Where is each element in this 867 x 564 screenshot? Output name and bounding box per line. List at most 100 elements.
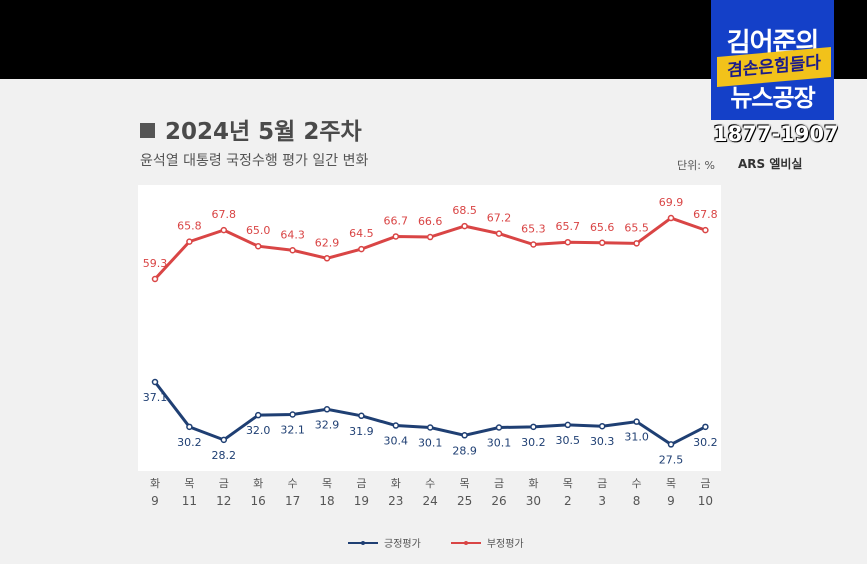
data-label-positive: 30.3 bbox=[590, 435, 615, 448]
data-point-positive bbox=[495, 424, 503, 431]
data-point-positive bbox=[186, 423, 193, 431]
data-label-negative: 62.9 bbox=[315, 236, 340, 249]
data-label-positive: 31.9 bbox=[349, 425, 374, 438]
title-square-icon bbox=[140, 123, 155, 138]
data-point-positive bbox=[667, 441, 675, 448]
x-tick-day: 수 bbox=[632, 477, 642, 490]
x-tick-day: 화 bbox=[528, 477, 538, 490]
data-point-positive bbox=[530, 423, 537, 431]
legend-line-positive-icon bbox=[348, 540, 378, 545]
legend-line-negative-icon bbox=[450, 540, 481, 545]
chart-title: 2024년 5월 2주차 bbox=[140, 112, 362, 146]
data-label-negative: 69.9 bbox=[659, 196, 684, 209]
legend-label-negative: 부정평가 bbox=[486, 539, 524, 550]
data-label-positive: 30.2 bbox=[693, 436, 718, 449]
x-tick-day: 화 bbox=[150, 477, 160, 490]
x-tick-day: 목 bbox=[322, 477, 332, 490]
x-tick-date: 26 bbox=[491, 494, 506, 508]
data-label-negative: 64.5 bbox=[349, 227, 374, 240]
x-tick-day: 금 bbox=[219, 477, 229, 490]
data-point-negative bbox=[254, 242, 262, 250]
x-tick-date: 8 bbox=[633, 494, 641, 508]
x-tick-date: 18 bbox=[319, 494, 334, 508]
data-point-negative bbox=[392, 233, 400, 240]
x-tick-day: 목 bbox=[666, 477, 676, 490]
chart-title-text: 2024년 5월 2주차 bbox=[165, 119, 362, 145]
x-tick-date: 24 bbox=[423, 494, 438, 508]
x-tick-date: 10 bbox=[698, 494, 713, 508]
data-label-positive: 30.2 bbox=[521, 436, 546, 449]
data-label-negative: 67.2 bbox=[487, 212, 512, 225]
x-tick-day: 금 bbox=[356, 477, 366, 490]
data-label-negative: 66.6 bbox=[418, 215, 443, 228]
data-label-negative: 67.8 bbox=[693, 208, 718, 221]
x-tick-day: 수 bbox=[425, 477, 435, 490]
data-point-negative bbox=[633, 240, 640, 247]
data-point-positive bbox=[598, 422, 606, 430]
data-point-negative bbox=[598, 239, 606, 247]
data-point-positive bbox=[426, 424, 434, 431]
x-tick-date: 25 bbox=[457, 494, 472, 508]
data-point-positive bbox=[151, 378, 159, 386]
legend-label-positive: 긍정평가 bbox=[384, 539, 421, 550]
x-tick-date: 12 bbox=[216, 494, 231, 508]
data-point-negative bbox=[461, 222, 468, 230]
x-tick-date: 9 bbox=[667, 494, 675, 508]
x-tick-date: 2 bbox=[564, 494, 572, 508]
data-point-positive bbox=[461, 432, 468, 439]
x-tick-day: 금 bbox=[597, 477, 607, 490]
data-label-negative: 65.5 bbox=[624, 221, 649, 234]
data-point-positive bbox=[564, 421, 572, 429]
x-tick-day: 금 bbox=[494, 477, 504, 490]
x-tick-day: 수 bbox=[288, 477, 298, 490]
data-point-positive bbox=[323, 406, 331, 413]
x-tick-date: 16 bbox=[251, 494, 266, 508]
data-point-positive bbox=[702, 423, 709, 431]
x-tick-day: 목 bbox=[460, 477, 470, 490]
data-label-negative: 59.3 bbox=[143, 257, 168, 270]
data-label-positive: 30.1 bbox=[487, 437, 512, 450]
survey-method-label: ARS 엘비실 bbox=[738, 157, 803, 171]
data-label-positive: 32.9 bbox=[315, 418, 340, 431]
x-tick-date: 19 bbox=[354, 494, 369, 508]
data-point-negative bbox=[495, 230, 503, 237]
logo-line3: 뉴스공장 bbox=[730, 84, 815, 112]
x-tick-day: 목 bbox=[184, 477, 194, 490]
chart-subtitle: 윤석열 대통령 국정수행 평가 일간 변화 bbox=[140, 153, 369, 169]
data-point-negative bbox=[426, 233, 434, 241]
x-tick-day: 목 bbox=[563, 477, 573, 490]
data-label-positive: 30.4 bbox=[384, 435, 409, 448]
data-label-negative: 65.8 bbox=[177, 220, 202, 233]
data-point-positive bbox=[254, 411, 262, 419]
data-label-negative: 67.8 bbox=[212, 208, 237, 221]
data-label-negative: 65.0 bbox=[246, 224, 271, 237]
data-point-negative bbox=[667, 214, 675, 222]
legend-item-positive: 긍정평가 bbox=[348, 535, 421, 550]
data-label-positive: 30.2 bbox=[177, 436, 202, 449]
data-point-negative bbox=[564, 238, 572, 246]
x-tick-day: 금 bbox=[700, 477, 710, 490]
data-point-negative bbox=[220, 226, 228, 234]
data-label-negative: 65.3 bbox=[521, 223, 546, 236]
data-label-positive: 28.9 bbox=[452, 444, 477, 457]
data-point-positive bbox=[289, 411, 296, 418]
data-label-positive: 28.2 bbox=[212, 449, 237, 462]
data-label-negative: 66.7 bbox=[384, 214, 409, 227]
data-label-positive: 30.1 bbox=[418, 437, 443, 450]
x-tick-day: 화 bbox=[391, 477, 401, 490]
x-tick-date: 17 bbox=[285, 494, 300, 508]
x-tick-date: 9 bbox=[151, 494, 159, 508]
phone-number: 1877-1907 bbox=[713, 122, 839, 146]
data-point-negative bbox=[702, 226, 709, 234]
data-label-positive: 27.5 bbox=[659, 453, 684, 466]
x-tick-date: 3 bbox=[598, 494, 606, 508]
data-point-positive bbox=[633, 418, 640, 425]
chart-legend: 긍정평가 부정평가 bbox=[348, 535, 524, 550]
channel-logo: 김어준의 겸손은힘들다 뉴스공장 bbox=[711, 0, 834, 120]
data-point-negative bbox=[289, 247, 296, 254]
data-point-positive bbox=[358, 412, 365, 420]
data-label-negative: 64.3 bbox=[280, 228, 305, 241]
data-label-positive: 32.0 bbox=[246, 424, 271, 437]
data-point-negative bbox=[151, 275, 159, 283]
